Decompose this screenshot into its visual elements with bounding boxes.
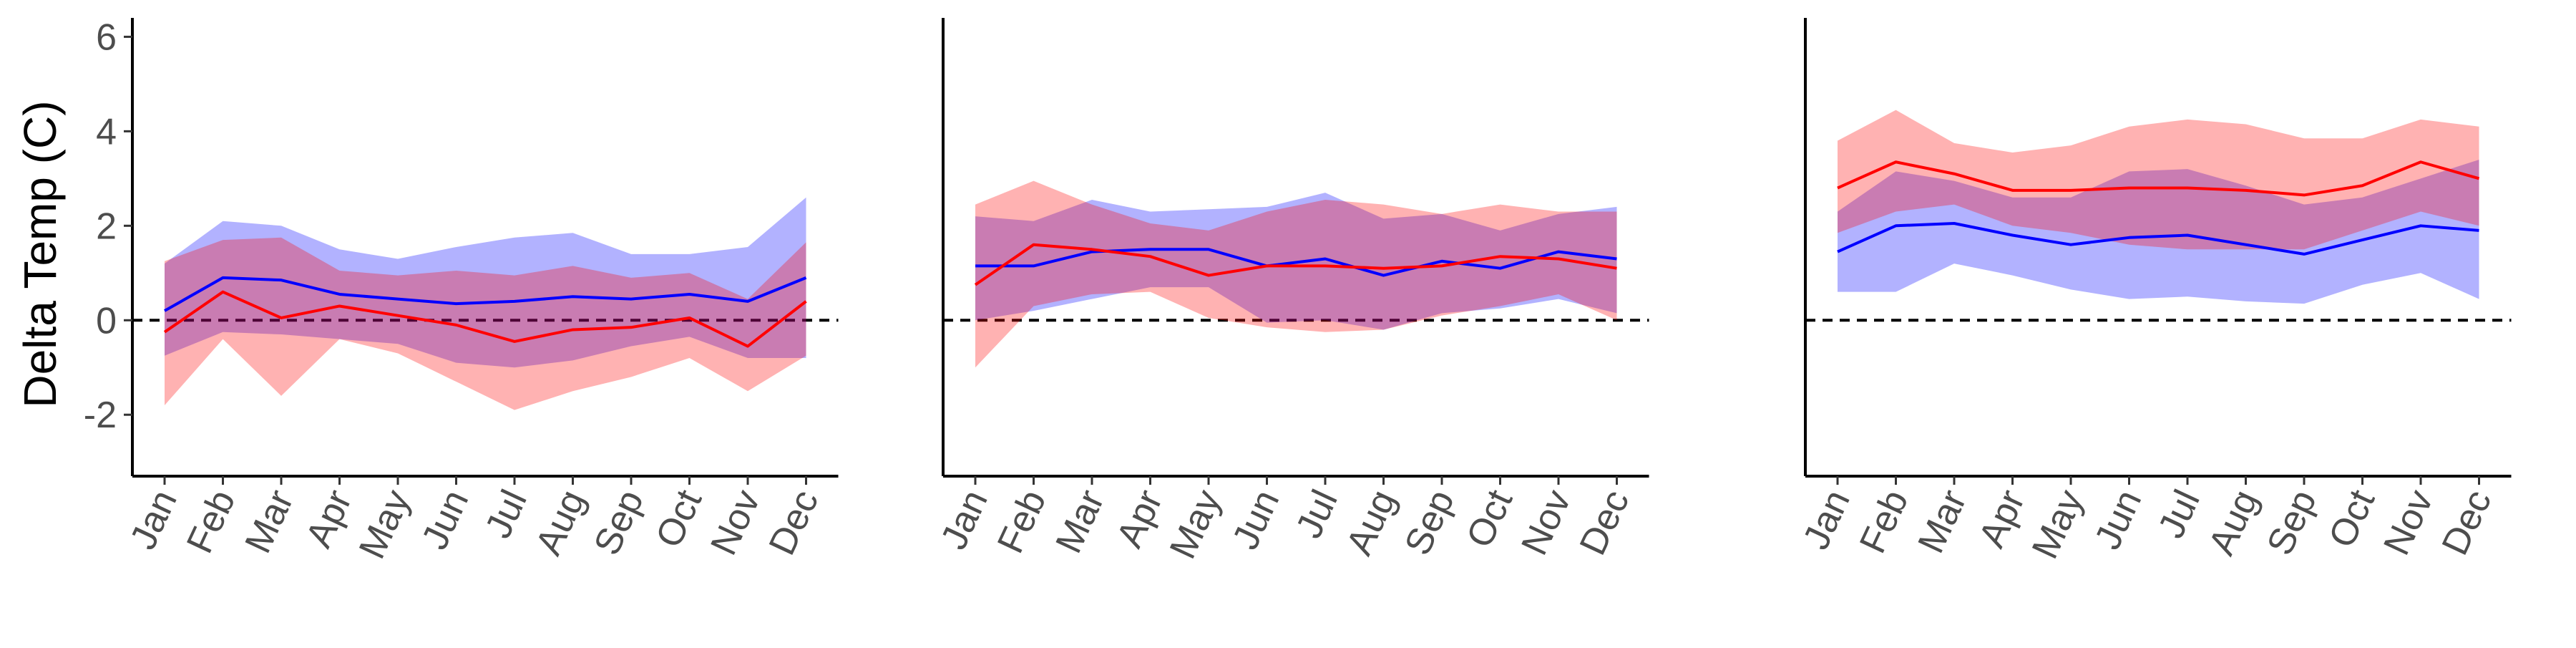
x-tick-label: Dec <box>2434 484 2500 561</box>
x-tick-label: Jul <box>2150 484 2208 545</box>
x-tick-label: Dec <box>761 484 827 561</box>
y-tick-label: 4 <box>96 111 117 153</box>
series-line-red <box>1837 160 2480 197</box>
x-tick-label: Nov <box>2376 484 2441 561</box>
series-line-blue <box>164 276 807 312</box>
x-tick-label: May <box>2024 484 2092 566</box>
x-tick-label: Oct <box>1459 483 1521 553</box>
x-tick-label: May <box>1162 484 1229 566</box>
x-tick-label: Jan <box>122 484 185 556</box>
y-tick-label: -2 <box>84 395 117 436</box>
x-tick-label: Jan <box>1795 484 1858 556</box>
x-tick-label: Mar <box>237 484 301 560</box>
x-tick-label: Feb <box>1852 484 1916 560</box>
confidence-band-blue <box>1838 159 2479 304</box>
series-line-blue <box>1837 222 2479 256</box>
x-tick-label: Aug <box>528 484 594 561</box>
x-tick-label: Apr <box>1109 484 1171 554</box>
x-tick-label: Dec <box>1572 484 1638 561</box>
x-tick-label: Apr <box>1971 484 2034 554</box>
x-tick-label: Aug <box>2201 484 2267 561</box>
confidence-band-red <box>975 180 1617 368</box>
x-tick-label: Mar <box>1048 484 1112 560</box>
x-tick-label: Jun <box>1224 484 1287 556</box>
confidence-band-red <box>165 237 806 410</box>
x-tick-label: Sep <box>586 484 652 561</box>
x-tick-label: Mar <box>1910 484 1974 560</box>
x-tick-label: Nov <box>1513 484 1579 561</box>
x-tick-label: Jan <box>933 484 996 556</box>
x-tick-label: Feb <box>990 484 1054 560</box>
x-tick-label: Jul <box>477 484 535 545</box>
x-tick-label: Aug <box>1339 484 1405 561</box>
series-line-red <box>163 290 807 348</box>
x-tick-label: Feb <box>179 484 243 560</box>
y-tick-label: 2 <box>96 205 117 247</box>
y-tick-label: 6 <box>96 16 117 58</box>
x-tick-label: Sep <box>1397 484 1463 561</box>
x-tick-label: Oct <box>648 483 711 553</box>
series-line-red <box>974 243 1617 286</box>
x-tick-label: Jun <box>2087 484 2150 556</box>
x-tick-label: Jun <box>414 484 477 556</box>
series-line-blue <box>975 248 1617 277</box>
x-tick-label: Sep <box>2259 484 2325 561</box>
confidence-band-red <box>1838 110 2479 250</box>
x-tick-label: May <box>351 484 419 566</box>
x-tick-label: Oct <box>2321 483 2384 553</box>
y-tick-label: 0 <box>96 300 117 342</box>
x-tick-label: Apr <box>298 484 361 554</box>
x-tick-label: Nov <box>703 484 769 561</box>
y-axis-title: Delta Temp (C) <box>14 100 66 407</box>
x-tick-label: Jul <box>1288 484 1346 545</box>
